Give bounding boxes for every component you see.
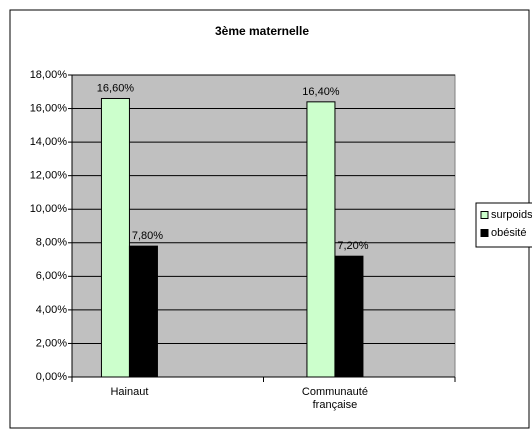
value-label: 16,60%	[97, 82, 135, 94]
chart-title: 3ème maternelle	[215, 24, 309, 38]
legend-box	[475, 202, 532, 248]
y-tick-label: 12,00%	[30, 170, 68, 182]
legend-swatch	[480, 229, 489, 237]
value-label: 7,80%	[132, 230, 163, 242]
legend-label: surpoids	[491, 209, 532, 221]
y-tick-label: 4,00%	[36, 304, 67, 316]
bar	[100, 97, 130, 378]
bar	[128, 245, 158, 378]
value-label: 16,40%	[302, 86, 340, 98]
x-tick-label: Hainaut	[110, 386, 149, 398]
y-tick-label: 0,00%	[36, 371, 67, 383]
y-tick-label: 18,00%	[30, 69, 68, 81]
bar	[306, 101, 336, 378]
y-tick-label: 16,00%	[30, 102, 68, 114]
x-tick-label: Communauté française	[301, 386, 368, 411]
value-label: 7,20%	[337, 240, 368, 252]
y-tick-label: 2,00%	[36, 337, 67, 349]
y-tick-label: 8,00%	[36, 237, 67, 249]
legend-swatch	[480, 211, 489, 219]
bar	[334, 255, 364, 378]
legend-label: obésité	[491, 227, 526, 239]
y-tick-label: 6,00%	[36, 270, 67, 282]
y-tick-label: 10,00%	[30, 203, 68, 215]
y-tick-label: 14,00%	[30, 136, 68, 148]
